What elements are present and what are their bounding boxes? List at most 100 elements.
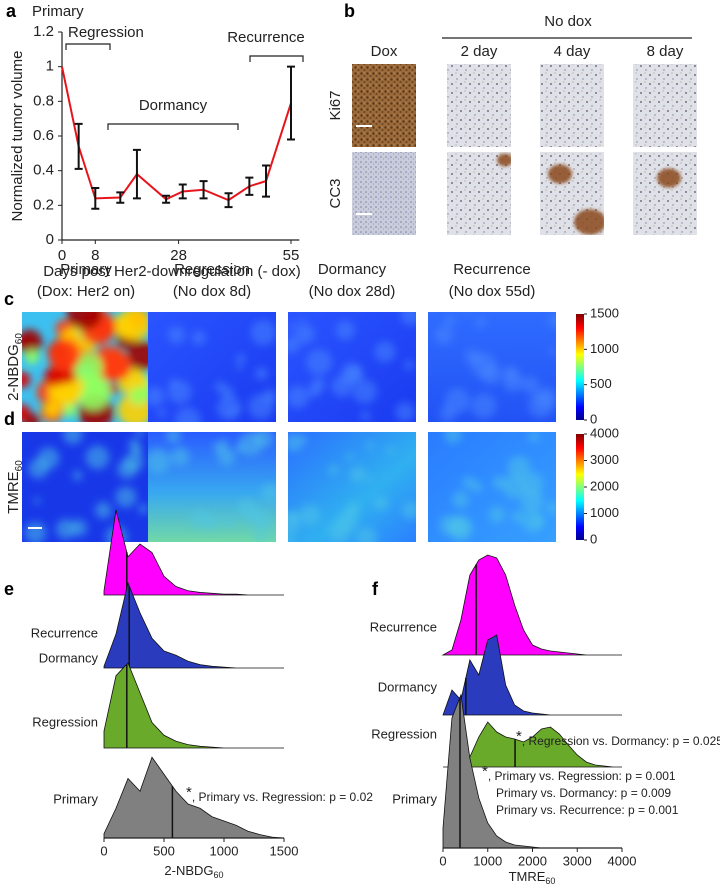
spot (255, 366, 269, 380)
spot (349, 466, 366, 483)
x-tick-label: 2000 (518, 853, 547, 868)
error-bar (224, 192, 233, 209)
spot (346, 502, 361, 516)
x-axis-label-text: 2-NBDG (164, 863, 213, 878)
row-label: CC3 (327, 178, 344, 208)
spot (387, 447, 395, 455)
micrograph (633, 64, 697, 147)
spot (288, 336, 300, 354)
panel-letter: b (344, 1, 355, 21)
ridge (443, 721, 622, 768)
error-bar (132, 148, 141, 200)
spot (528, 392, 555, 418)
micrograph-image (447, 152, 511, 235)
spot (299, 435, 308, 444)
column-header: Dox (371, 43, 398, 60)
panel-letter: f (372, 579, 379, 599)
colorbar (576, 314, 584, 420)
spot (346, 453, 354, 461)
stain-layer (657, 168, 681, 188)
x-tick-label: 3000 (563, 853, 592, 868)
ridge-label: Primary (53, 791, 98, 806)
y-tick-label: 1 (46, 58, 54, 75)
spot (157, 408, 167, 418)
spot (117, 459, 138, 480)
texture (24, 432, 149, 542)
hot-spot (63, 403, 77, 418)
micrograph-image (447, 64, 511, 147)
hot-spot (127, 340, 150, 371)
ridge (442, 634, 622, 716)
spot (236, 363, 243, 371)
ridge (103, 509, 284, 596)
spot (295, 324, 315, 344)
spot (331, 375, 353, 397)
spot (235, 444, 245, 454)
micrograph (447, 64, 511, 147)
y-axis-label: Normalized tumor volume (9, 51, 26, 222)
spot (223, 516, 234, 527)
ridge (103, 581, 284, 669)
annotation: Dormancy (139, 97, 208, 114)
heatmap (22, 432, 150, 542)
column-header: (No dox 28d) (309, 283, 396, 300)
hot-spot (44, 366, 65, 387)
spot (503, 475, 527, 499)
ridge-label: Primary (392, 791, 437, 806)
spot (374, 341, 396, 363)
x-tick-label: 0 (100, 843, 107, 858)
hot-spot (76, 374, 111, 410)
spot (216, 395, 242, 421)
micrograph-image (633, 152, 697, 235)
bracket (249, 55, 304, 62)
heatmap (148, 432, 276, 542)
bracket (65, 43, 111, 50)
hot-spot (44, 400, 61, 418)
spot (546, 502, 556, 514)
spot (335, 320, 355, 340)
colorbar (576, 434, 584, 540)
data-line (61, 66, 292, 202)
spot (148, 386, 165, 407)
colorbar-tick-label: 0 (590, 411, 597, 426)
spot (253, 531, 266, 542)
x-axis-label: 2-NBDG60 (164, 863, 223, 880)
panel-letter: a (6, 1, 17, 21)
spot (471, 393, 497, 419)
micrograph (352, 64, 416, 147)
annotation-text: , Primary vs. Regression: p = 0.02 (192, 790, 373, 804)
stain-blob (548, 164, 572, 184)
error-bar (199, 180, 208, 200)
spot (452, 491, 470, 509)
colorbar-tick-label: 0 (590, 531, 597, 546)
spot (288, 510, 300, 523)
spot (366, 475, 374, 483)
bracket (107, 123, 239, 130)
spot (62, 432, 83, 445)
spot (352, 379, 377, 404)
heatmap (148, 312, 276, 422)
spot (522, 510, 544, 533)
hot-spot (22, 333, 30, 346)
colorbar-tick-label: 500 (590, 376, 612, 391)
spot (85, 445, 110, 470)
row-label: 2-NBDG60 (5, 333, 25, 401)
spot (170, 447, 190, 466)
spot (493, 475, 507, 490)
micrograph (540, 64, 604, 147)
column-header: (Dox: Her2 on) (37, 283, 135, 300)
spot (265, 533, 273, 541)
spot (131, 445, 143, 457)
annotation: Regression (68, 24, 144, 41)
spot (288, 432, 303, 452)
spot (465, 312, 472, 316)
y-tick-label: 0.2 (33, 196, 54, 213)
x-axis-label: TMRE60 (509, 869, 556, 886)
spot (471, 353, 497, 379)
ridge (103, 756, 285, 839)
spot (94, 501, 112, 519)
micrograph (540, 152, 604, 235)
annotation-text: , Primary vs. Regression: p = 0.001 (488, 769, 676, 783)
y-tick-label: 1.2 (33, 23, 54, 40)
